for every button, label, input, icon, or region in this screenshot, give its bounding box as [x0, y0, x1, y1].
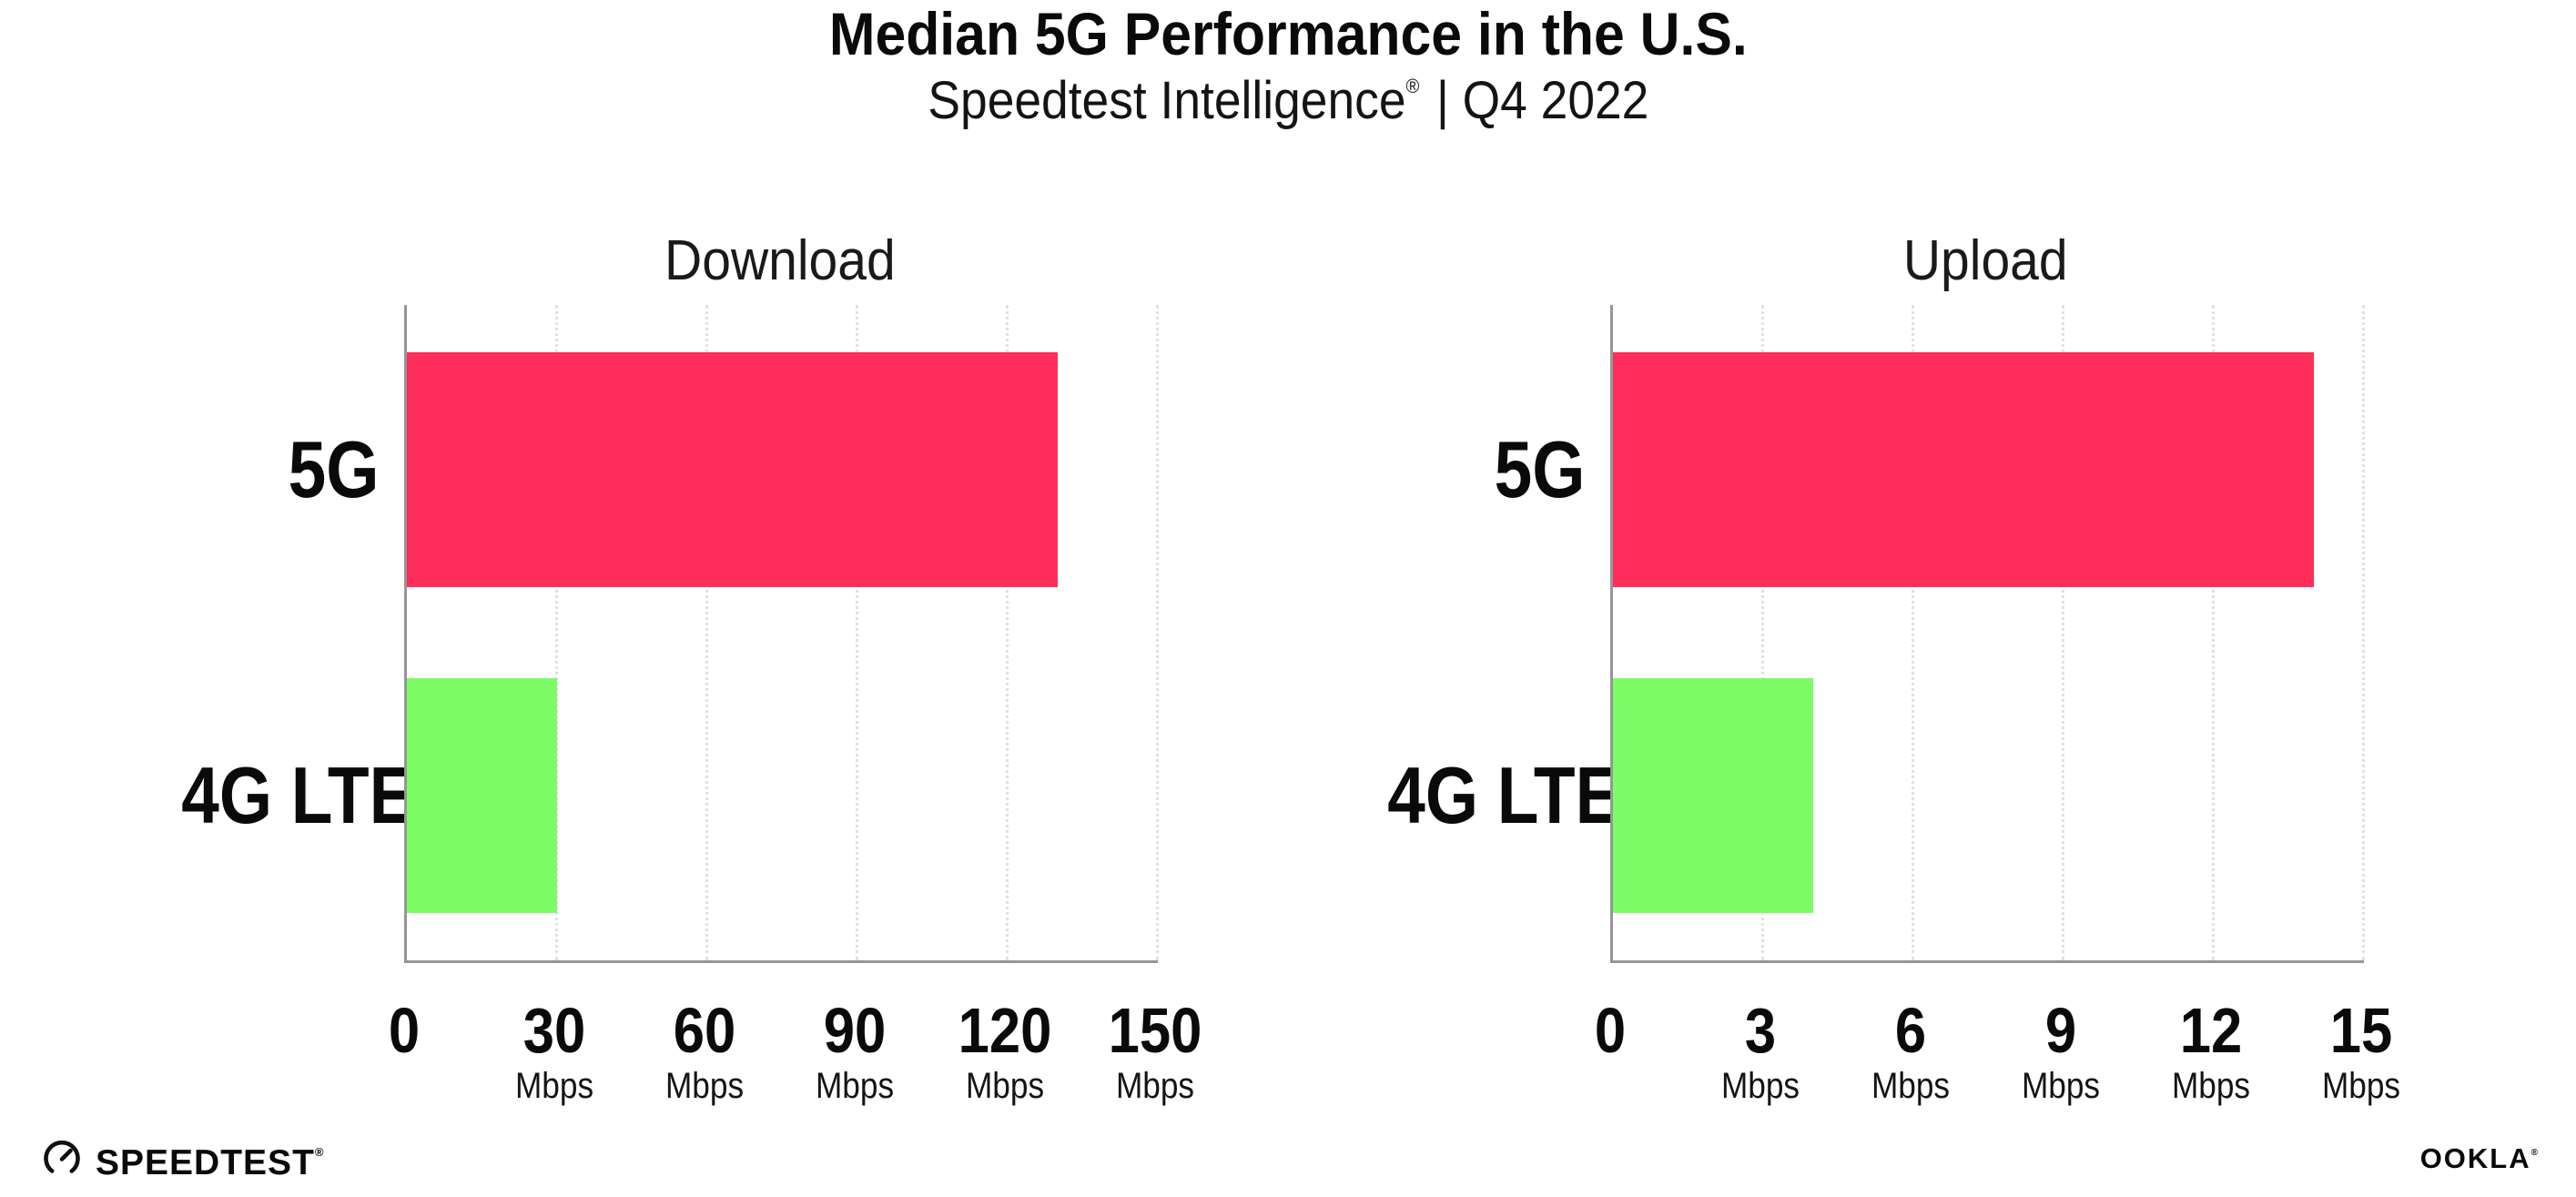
download-plot-area [404, 305, 1159, 963]
bar-5g-upload [1613, 352, 2314, 587]
x-tick-value: 120 [958, 995, 1052, 1066]
speedtest-gauge-icon [44, 1141, 80, 1173]
gridline [1912, 305, 1914, 960]
x-tick-15: 15 Mbps [2273, 997, 2449, 1106]
category-label-5g: 5G [288, 424, 379, 514]
page-title: Median 5G Performance in the U.S. [828, 0, 1748, 67]
x-tick-6: 6 Mbps [1822, 997, 1999, 1106]
x-tick-value: 150 [1108, 995, 1202, 1066]
x-tick-unit: Mbps [815, 1066, 895, 1106]
gridline [555, 305, 558, 960]
upload-chart: Upload 5G 4G LTE 0 3 Mbps 6 Mbps 9 Mbps 12 Mbps 1… [1346, 229, 2400, 1142]
x-tick-9: 9 Mbps [1973, 997, 2149, 1106]
ookla-wordmark: OOKLA [2419, 1142, 2531, 1174]
gridline [1006, 305, 1009, 960]
download-x-axis-ticks: 0 30 Mbps 60 Mbps 90 Mbps 120 Mbps 150 Mbps [389, 997, 1202, 1133]
x-tick-unit: Mbps [1115, 1066, 1195, 1106]
bar-4g-lte-download [407, 678, 557, 913]
speedtest-wordmark: SPEEDTEST® [96, 1143, 325, 1182]
x-tick-120: 120 Mbps [917, 997, 1093, 1106]
category-label-4g-lte: 4G LTE [1387, 750, 1621, 840]
bar-5g-download [407, 352, 1058, 587]
gridline [2362, 305, 2365, 960]
subtitle-period: | Q4 2022 [1435, 71, 1648, 130]
x-tick-value: 3 [1744, 995, 1777, 1066]
gridline [705, 305, 708, 960]
gridline [2062, 305, 2064, 960]
x-tick-value: 60 [673, 995, 736, 1066]
x-tick-unit: Mbps [2321, 1066, 2401, 1106]
x-tick-unit: Mbps [965, 1066, 1045, 1106]
x-tick-150: 150 Mbps [1067, 997, 1243, 1106]
x-tick-unit: Mbps [664, 1066, 745, 1106]
registered-mark: ® [314, 1145, 325, 1159]
upload-x-axis-ticks: 0 3 Mbps 6 Mbps 9 Mbps 12 Mbps 15 Mbps [1595, 997, 2400, 1133]
category-label-5g: 5G [1494, 424, 1585, 514]
gridline [1156, 305, 1159, 960]
download-chart-title: Download [664, 229, 896, 292]
x-tick-value: 6 [1894, 995, 1927, 1066]
x-tick-90: 90 Mbps [766, 997, 943, 1106]
gridline [856, 305, 858, 960]
x-tick-30: 30 Mbps [466, 997, 643, 1106]
x-tick-unit: Mbps [1720, 1066, 1800, 1106]
gridline [1761, 305, 1764, 960]
page-subtitle: Speedtest Intelligence® | Q4 2022 [0, 58, 2576, 129]
x-tick-value: 15 [2329, 995, 2393, 1066]
registered-mark: ® [2530, 1148, 2540, 1158]
gridline [2212, 305, 2215, 960]
x-tick-value: 30 [522, 995, 586, 1066]
upload-chart-title: Upload [1903, 229, 2068, 292]
category-label-4g-lte: 4G LTE [181, 750, 415, 840]
x-tick-value: 12 [2179, 995, 2243, 1066]
x-tick-12: 12 Mbps [2123, 997, 2299, 1106]
subtitle-brand: Speedtest Intelligence [928, 71, 1406, 130]
x-tick-unit: Mbps [1871, 1066, 1951, 1106]
speedtest-logo: SPEEDTEST® [40, 1131, 324, 1185]
x-tick-value: 0 [388, 995, 421, 1066]
x-tick-3: 3 Mbps [1672, 997, 1849, 1106]
x-tick-60: 60 Mbps [616, 997, 793, 1106]
x-tick-value: 90 [823, 995, 887, 1066]
x-tick-unit: Mbps [2171, 1066, 2251, 1106]
x-tick-unit: Mbps [2021, 1066, 2101, 1106]
x-tick-unit: Mbps [514, 1066, 594, 1106]
x-tick-0: 0 [1522, 997, 1699, 1064]
x-tick-value: 0 [1594, 995, 1627, 1066]
x-tick-0: 0 [316, 997, 492, 1064]
registered-mark: ® [1405, 75, 1420, 97]
download-chart: Download 5G 4G LTE 0 30 Mbps 60 Mbps 90 Mbps 12… [140, 229, 1202, 1142]
ookla-logo: OOKLA® [2420, 1138, 2540, 1174]
upload-plot-area [1610, 305, 2365, 963]
bar-4g-lte-upload [1613, 678, 1813, 913]
x-tick-value: 9 [2044, 995, 2077, 1066]
